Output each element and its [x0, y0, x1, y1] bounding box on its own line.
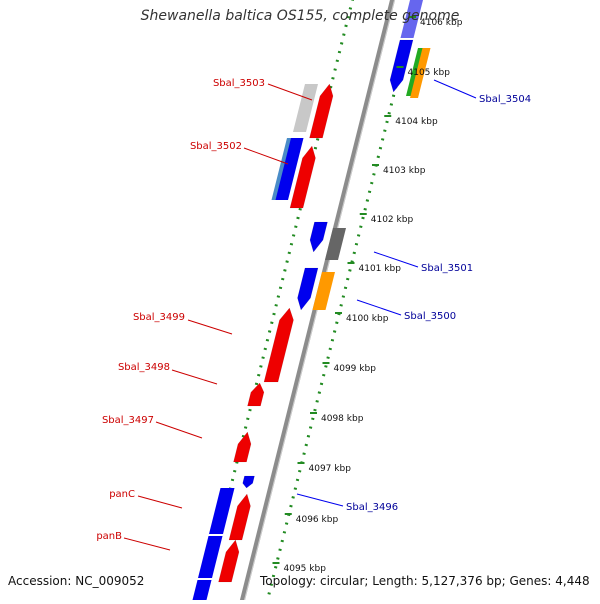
- gene-forward-sbal-3497[interactable]: [233, 431, 252, 463]
- gene-label-sbal-3503[interactable]: Sbal_3503: [213, 78, 265, 89]
- gene-label-sbal-3501[interactable]: Sbal_3501: [421, 263, 473, 274]
- tick-label: 4101 kbp: [359, 264, 402, 274]
- gene-box-panc-blue[interactable]: [209, 488, 235, 534]
- left-label-leader: [137, 495, 183, 509]
- gene-reverse-sbal-3496[interactable]: [242, 475, 255, 489]
- gene-label-panb[interactable]: panB: [96, 531, 122, 542]
- right-label-leader: [373, 251, 419, 268]
- gene-box-sbal-3504-orange[interactable]: [410, 48, 431, 98]
- tick-label: 4106 kbp: [420, 18, 463, 28]
- gene-reverse-sbal-3501[interactable]: [309, 221, 328, 253]
- gene-box-sbal-3503-grey[interactable]: [293, 84, 318, 132]
- gene-box-panb-blue[interactable]: [198, 536, 223, 578]
- gene-label-sbal-3499[interactable]: Sbal_3499: [133, 312, 185, 323]
- gene-label-panc[interactable]: panC: [109, 489, 135, 500]
- gene-box-sbal-3501-grey[interactable]: [325, 228, 346, 260]
- accession-text: Accession: NC_009052: [8, 574, 145, 588]
- tick-label: 4099 kbp: [334, 364, 377, 374]
- gene-label-sbal-3498[interactable]: Sbal_3498: [118, 362, 170, 373]
- gene-reverse-sbal-3500[interactable]: [297, 267, 319, 311]
- gene-label-sbal-3502[interactable]: Sbal_3502: [190, 141, 242, 152]
- left-label-leader: [123, 537, 171, 551]
- gene-forward-sbal-3499[interactable]: [263, 307, 294, 383]
- gene-forward-sbal-3503[interactable]: [309, 83, 334, 139]
- left-label-leader: [187, 319, 233, 335]
- right-label-leader: [433, 79, 477, 99]
- left-label-leader: [243, 147, 289, 165]
- right-label-leader: [296, 493, 344, 507]
- gene-label-sbal-3496[interactable]: Sbal_3496: [346, 502, 398, 513]
- genome-summary-text: Topology: circular; Length: 5,127,376 bp…: [260, 574, 590, 588]
- left-label-leader: [171, 369, 218, 385]
- left-label-leader: [267, 83, 313, 101]
- gene-box-sbal-3502-blue[interactable]: [275, 138, 304, 200]
- gene-label-sbal-3504[interactable]: Sbal_3504: [479, 94, 531, 105]
- gene-box-bottom-blue[interactable]: [192, 580, 212, 600]
- tick-label: 4103 kbp: [383, 166, 426, 176]
- gene-box-sbal-3502-stripe[interactable]: [271, 138, 292, 200]
- gene-forward-sbal-3502[interactable]: [289, 145, 316, 209]
- gene-forward-panb[interactable]: [218, 539, 240, 583]
- gene-box-sbal-3500-orange[interactable]: [312, 272, 336, 310]
- gene-box-top-blue[interactable]: [400, 0, 424, 38]
- gene-forward-panc[interactable]: [228, 493, 251, 541]
- tick-label: 4096 kbp: [296, 515, 339, 525]
- tick-label: 4095 kbp: [284, 564, 327, 574]
- tick-label: 4102 kbp: [371, 215, 414, 225]
- left-label-leader: [155, 421, 203, 439]
- genome-title: Shewanella baltica OS155, complete genom…: [140, 8, 460, 24]
- tick-label: 4097 kbp: [309, 464, 352, 474]
- tick-label: 4100 kbp: [346, 314, 389, 324]
- tick-label: 4098 kbp: [321, 414, 364, 424]
- dotted-track-right: [264, 0, 420, 604]
- gene-label-sbal-3497[interactable]: Sbal_3497: [102, 415, 154, 426]
- tick-label: 4105 kbp: [408, 68, 451, 78]
- gene-box-sbal-3504-green[interactable]: [406, 48, 423, 96]
- gene-forward-sbal-3498[interactable]: [247, 382, 265, 407]
- tick-label: 4104 kbp: [395, 117, 438, 127]
- gene-label-sbal-3500[interactable]: Sbal_3500: [404, 311, 456, 322]
- right-label-leader: [356, 299, 402, 316]
